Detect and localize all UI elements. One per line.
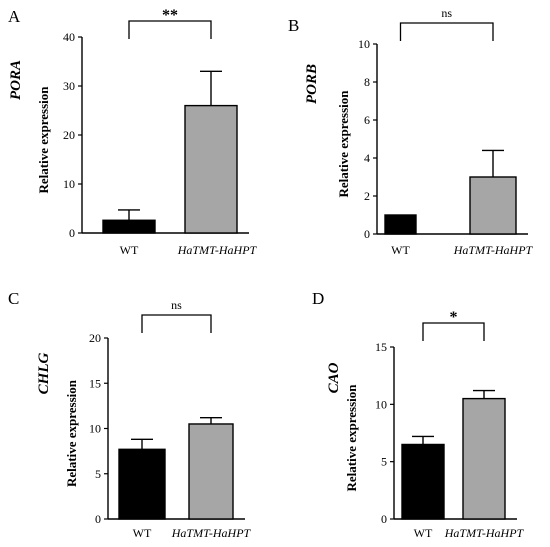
y-axis-label: Relative expression [36,86,51,194]
category-label: WT [133,526,152,540]
bar-wt [102,219,156,234]
significance-label: ns [441,6,452,20]
y-tick-label: 40 [63,30,75,44]
y-tick-label: 5 [381,455,387,469]
y-tick-label: 0 [364,227,370,241]
y-tick-label: 15 [89,376,101,390]
panel-letter-c: C [8,289,19,308]
y-tick-label: 10 [89,422,101,436]
panel-B: B 0 2 4 6 8 10 WT HaTMT-HaHPT ns PORB Relative expr… [288,6,534,257]
y-tick-label: 0 [95,512,101,526]
y-axis-label: Relative expression [64,379,79,487]
category-label: WT [414,526,433,540]
gene-label: CHLG [36,353,52,395]
y-tick-label: 4 [364,151,370,165]
panel-letter-b: B [288,16,299,35]
significance-bracket [128,20,212,39]
category-label: HaTMT-HaHPT [453,243,534,257]
significance-bracket [422,322,485,341]
y-tick-label: 6 [364,113,370,127]
y-tick-label: 20 [89,331,101,345]
y-tick-label: 15 [375,340,387,354]
category-label: WT [120,243,139,257]
bar-hatmt-hahpt [462,397,506,520]
gene-label: CAO [326,362,342,393]
bar-hatmt-hahpt [469,176,517,235]
y-axis-label: Relative expression [344,384,359,492]
y-tick-label: 0 [69,226,75,240]
y-tick-label: 10 [358,37,370,51]
gene-label: PORA [8,60,24,100]
bar-hatmt-hahpt [188,423,234,520]
category-label: HaTMT-HaHPT [177,243,258,257]
bar-hatmt-hahpt [184,104,238,234]
significance-bracket [399,22,494,41]
significance-label: * [450,309,458,326]
gene-label: PORB [304,64,320,104]
category-label: HaTMT-HaHPT [444,526,525,540]
significance-label: ** [162,7,178,24]
y-tick-label: 10 [63,177,75,191]
y-tick-label: 20 [63,128,75,142]
y-tick-label: 5 [95,467,101,481]
bar-wt [118,448,166,520]
bar-wt [401,443,445,520]
category-label: WT [391,243,410,257]
y-tick-label: 10 [375,397,387,411]
panel-C: C 0 5 10 15 20 WT HaTMT-HaHPT ns CHLG Relative exp… [8,289,252,540]
category-label: HaTMT-HaHPT [171,526,252,540]
panel-A: A 0 10 20 30 40 WT HaTMT-HaHPT ** PORA Relative ex… [8,7,258,257]
y-tick-label: 2 [364,189,370,203]
panel-letter-a: A [8,7,21,26]
y-tick-label: 0 [381,512,387,526]
y-tick-label: 8 [364,75,370,89]
significance-bracket [141,314,212,333]
bar-wt [384,214,417,235]
y-tick-label: 30 [63,79,75,93]
significance-label: ns [171,298,182,312]
panel-letter-d: D [312,289,324,308]
y-axis-label: Relative expression [336,90,351,198]
